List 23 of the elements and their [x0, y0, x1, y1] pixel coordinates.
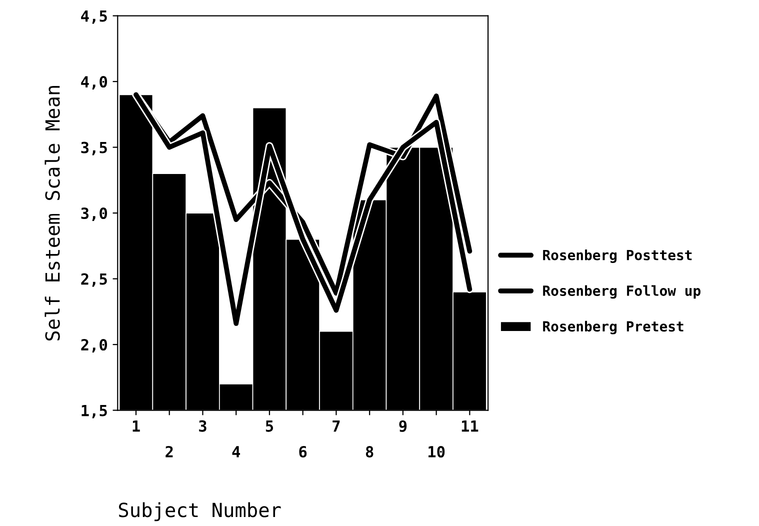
y-tick-label: 1,5	[82, 404, 107, 418]
x-tick-label: 5	[266, 420, 274, 432]
y-tick-label: 2,5	[81, 273, 107, 287]
legend-label: Rosenberg Pretest	[543, 320, 684, 334]
x-tick-label: 7	[332, 420, 340, 432]
x-tick-label: 6	[299, 446, 307, 458]
legend-label: Rosenberg Follow up	[543, 285, 700, 299]
x-tick-label: 11	[462, 420, 478, 432]
y-tick-label: 2,0	[81, 338, 108, 352]
y-tick-label: 3,0	[81, 207, 108, 221]
x-tick-label: 4	[232, 446, 240, 458]
legend-label: Rosenberg Posttest	[543, 250, 692, 263]
x-axis-title: Subject Number	[118, 502, 281, 522]
y-tick-label: 4,5	[81, 10, 107, 24]
x-tick-label: 9	[399, 420, 407, 432]
y-tick-label: 4,0	[81, 76, 108, 90]
x-tick-label: 8	[366, 446, 374, 458]
y-tick-label: 3,5	[81, 142, 107, 156]
x-tick-label: 3	[199, 420, 206, 432]
y-axis-title: Self Esteem Scale Mean	[44, 86, 60, 340]
x-tick-label: 1	[132, 420, 140, 432]
x-tick-label: 2	[166, 446, 173, 458]
x-tick-label: 10	[428, 446, 445, 458]
